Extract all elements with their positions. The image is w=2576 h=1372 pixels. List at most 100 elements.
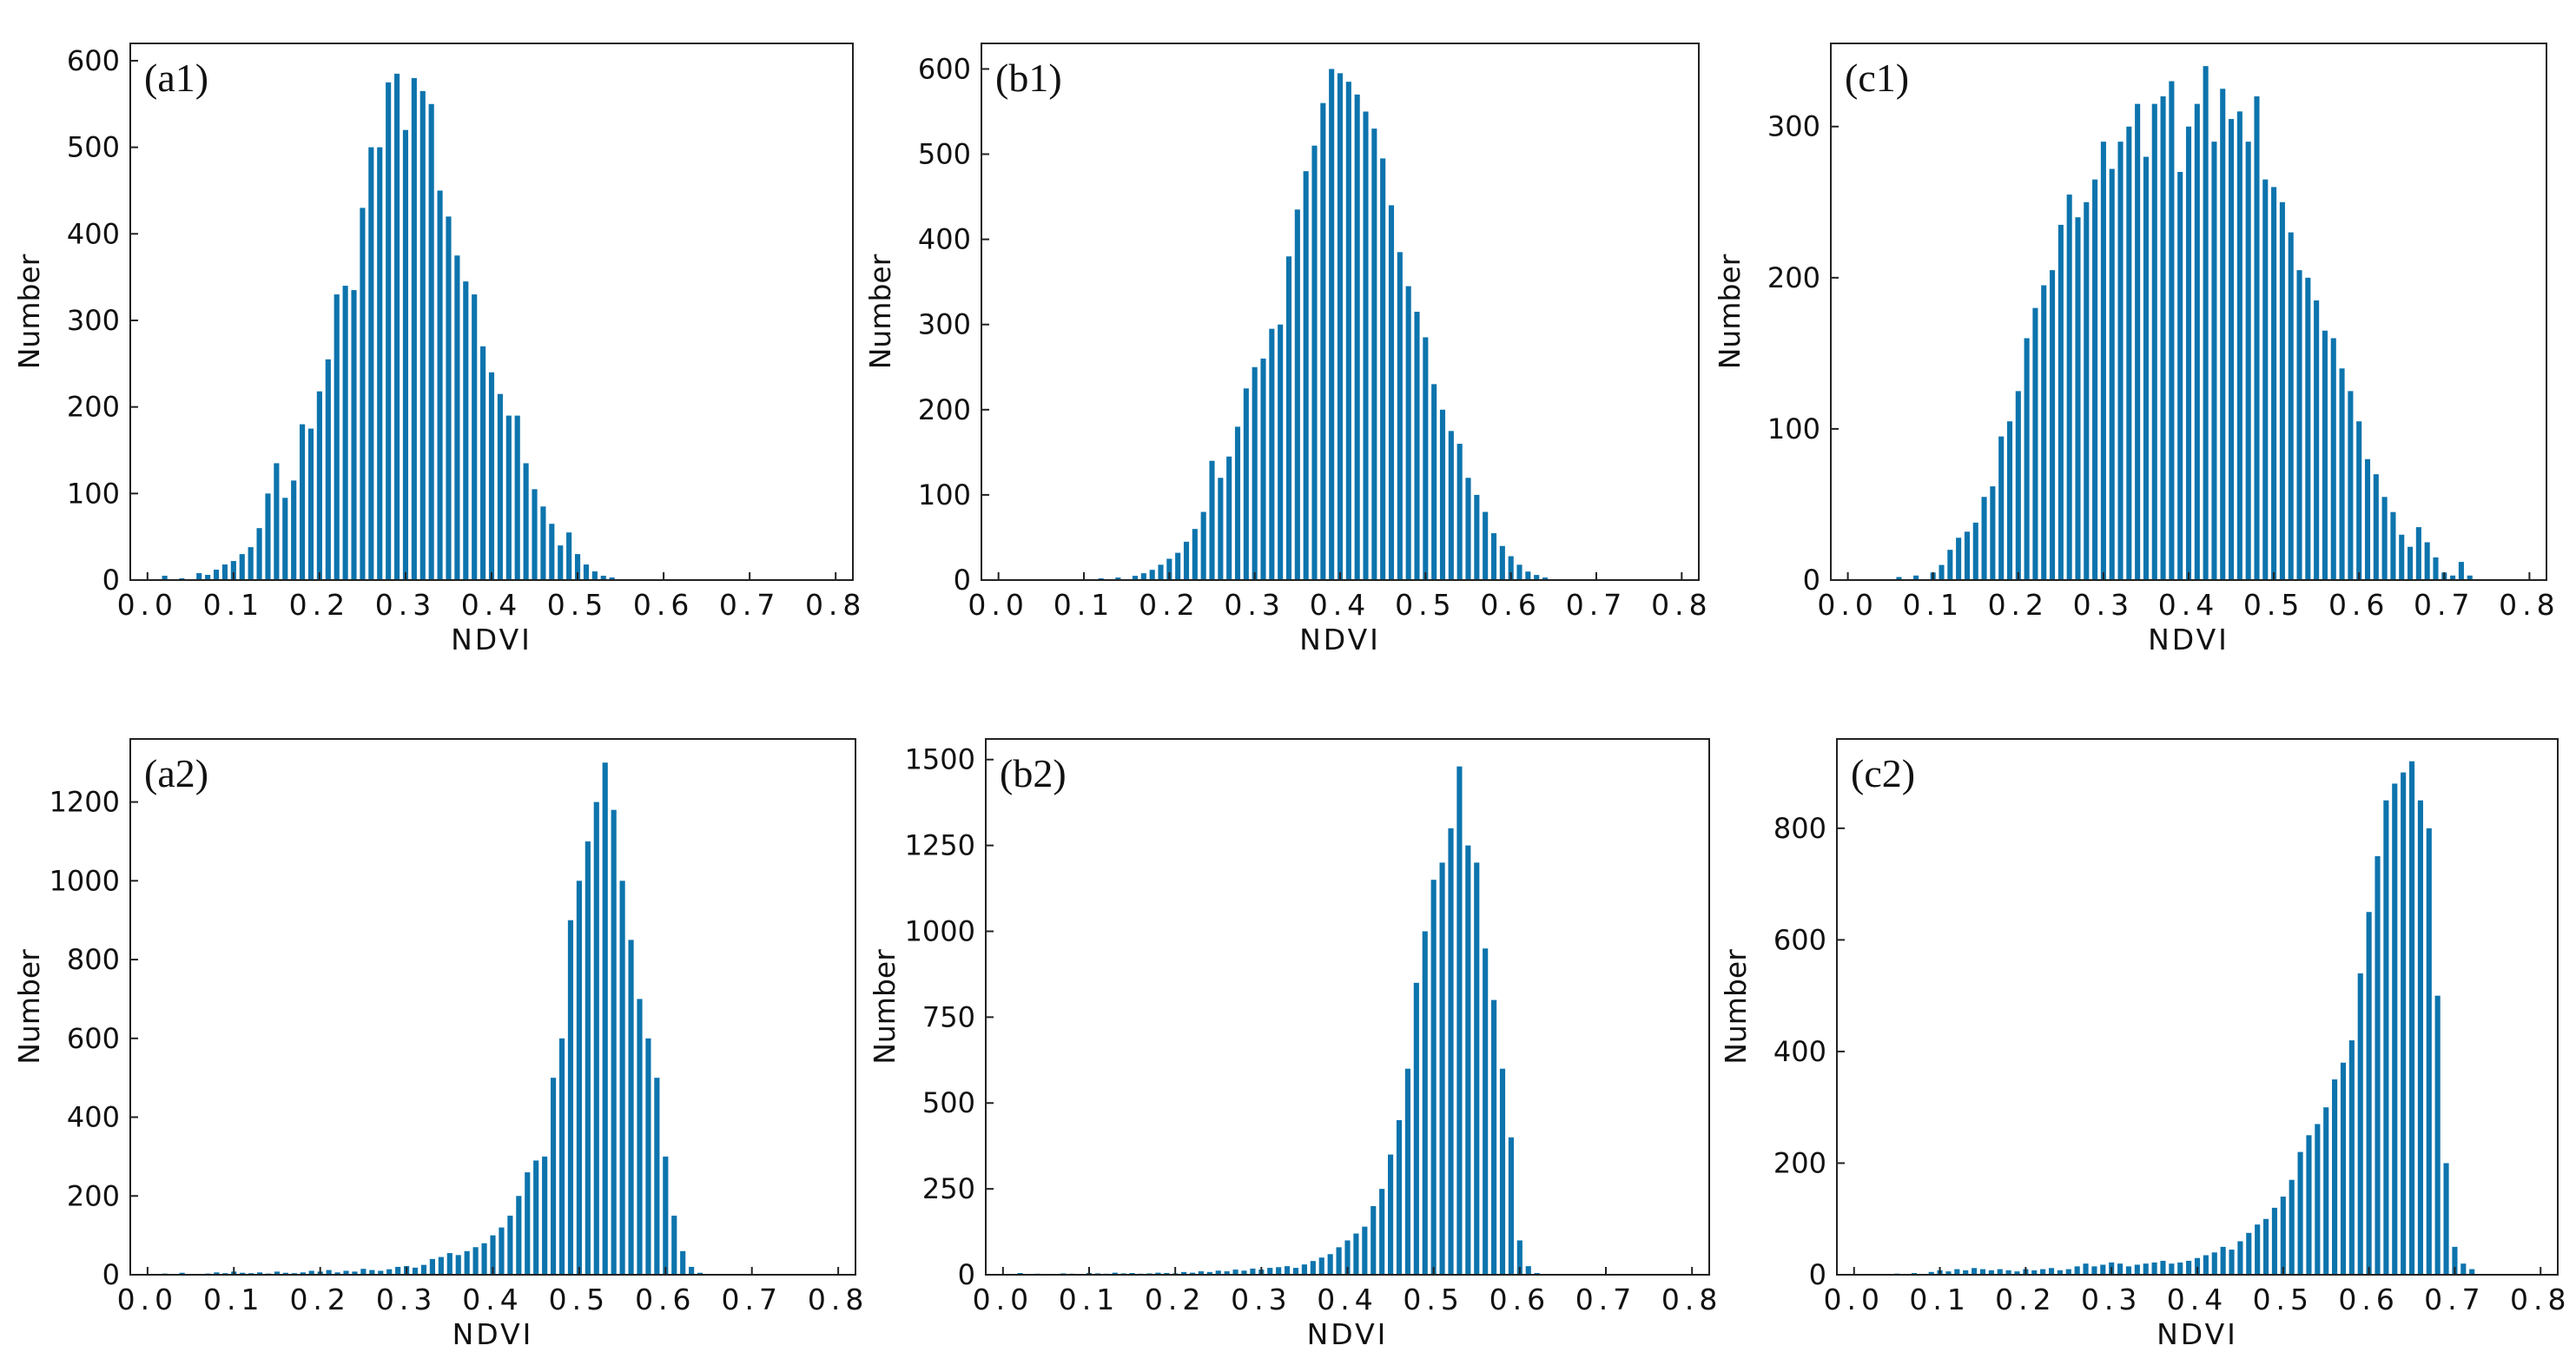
panel-label: (a1) [144, 56, 208, 100]
histogram-bar [551, 1078, 557, 1275]
y-tick-label: 400 [67, 217, 120, 250]
histogram-bar [1276, 1267, 1282, 1275]
histogram-bar [205, 575, 211, 580]
histogram-bar [1226, 456, 1232, 580]
histogram-bar [472, 294, 478, 580]
x-tick-label: 0.6 [2328, 588, 2389, 622]
y-axis-label: Number [863, 254, 897, 369]
histogram-bar [386, 1269, 393, 1275]
histogram-bar [2415, 527, 2421, 580]
histogram-bar [282, 1272, 289, 1275]
histogram-bar [2229, 119, 2235, 581]
histogram-bar [377, 147, 383, 581]
histogram-bar [654, 1078, 660, 1275]
histogram-bar [2203, 66, 2209, 581]
histogram-bar [2356, 421, 2362, 580]
x-tick-label: 0.0 [973, 1283, 1034, 1316]
x-tick-label: 0.7 [1566, 588, 1627, 622]
y-tick-label: 100 [67, 477, 120, 510]
histogram-bar [1388, 1154, 1394, 1275]
x-tick-label: 0.6 [1489, 1283, 1550, 1316]
histogram-bar [1499, 545, 1505, 580]
x-axis-label: NDVI [451, 623, 532, 656]
histogram-bar [196, 573, 202, 580]
histogram-bar [2229, 1250, 2235, 1275]
histogram-bar [1232, 1270, 1238, 1275]
histogram-bar [1431, 384, 1437, 580]
plot-frame [1836, 738, 2559, 1276]
x-tick-label: 0.1 [1054, 588, 1114, 622]
histogram-bar [1285, 256, 1292, 580]
histogram-bar [1405, 286, 1411, 580]
chart-panel-c2: 0.0 0.1 0.2 0.3 0.4 0.5 0.6 0.7 0.8 0 200 400 600 800… [1719, 738, 2566, 1351]
histogram-bar [1542, 577, 1549, 580]
histogram-bar [2169, 81, 2175, 580]
x-tick-label: 0.0 [1817, 588, 1878, 622]
histogram-bar [1155, 1272, 1161, 1275]
histogram-bar [1380, 158, 1386, 580]
histogram-bar [2305, 277, 2311, 580]
y-tick-label: 750 [922, 1000, 975, 1033]
histogram-bar [1303, 171, 1309, 580]
histogram-bar [454, 255, 460, 580]
histogram-bar [2296, 270, 2302, 580]
histogram-bar [645, 1038, 651, 1275]
histogram-bar [1508, 556, 1514, 580]
histogram-bar [2143, 156, 2149, 580]
x-tick-label: 0.4 [2167, 1283, 2228, 1316]
x-tick-label: 0.8 [808, 1283, 869, 1316]
histogram-bar [2091, 1266, 2097, 1275]
x-tick-label: 0.3 [1224, 588, 1285, 622]
histogram-bar [1166, 558, 1172, 580]
histogram-bar [1292, 1268, 1299, 1275]
histogram-bar [1243, 388, 1249, 580]
histogram-bar [583, 564, 590, 580]
y-tick-label: 200 [67, 391, 120, 424]
x-tick-label: 0.2 [1995, 1283, 2056, 1316]
x-tick-label: 0.4 [1310, 588, 1371, 622]
histogram-bar [248, 547, 254, 580]
histogram-bar [2245, 142, 2251, 580]
histogram-bar [1465, 845, 1471, 1275]
x-tick-label: 0.2 [1139, 588, 1199, 622]
x-tick-label: 0.1 [1909, 1283, 1970, 1316]
histogram-bar [411, 77, 417, 581]
histogram-bar [2057, 1270, 2063, 1275]
histogram-bar [2092, 179, 2098, 580]
histogram-bar [2143, 1263, 2149, 1275]
histogram-bar [1363, 111, 1369, 581]
histogram-bar [549, 524, 555, 580]
x-tick-label: 0.1 [1059, 1283, 1120, 1316]
x-tick-label: 0.2 [1145, 1283, 1205, 1316]
plot-frame [985, 738, 1710, 1276]
histogram-bar [2399, 534, 2405, 580]
histogram-bar [1353, 1233, 1359, 1275]
histogram-bar [1379, 1189, 1385, 1275]
y-axis-label: Number [12, 949, 46, 1065]
histogram-bar [2332, 1079, 2338, 1275]
x-tick-label: 0.4 [461, 588, 522, 622]
histogram-bar [429, 1258, 435, 1275]
histogram-bar [2237, 1241, 2243, 1275]
chart-panel-b2: 0.0 0.1 0.2 0.3 0.4 0.5 0.6 0.7 0.8 0 250 500 750 100… [868, 738, 1717, 1351]
histogram-bar [2315, 1124, 2321, 1275]
x-tick-label: 0.4 [1317, 1283, 1377, 1316]
histogram-bar [1344, 1240, 1351, 1275]
histogram-bar [1336, 1247, 1342, 1275]
histogram-bar [2057, 224, 2064, 580]
histogram-bar [2297, 1151, 2303, 1275]
y-tick-label: 100 [918, 478, 971, 511]
histogram-bar [334, 1272, 340, 1275]
histogram-bar [2373, 474, 2379, 580]
x-tick-label: 0.7 [719, 588, 780, 622]
histogram-bar [1215, 1270, 1221, 1275]
histogram-bar [1413, 982, 1419, 1275]
y-tick-label: 100 [1767, 412, 1820, 445]
histogram-bar [2041, 285, 2047, 580]
panel-label: (b2) [1000, 751, 1067, 795]
histogram-bar [1945, 1271, 1952, 1275]
histogram-bar [2364, 458, 2371, 580]
histogram-bar [221, 564, 228, 580]
y-tick-label: 200 [1767, 261, 1820, 294]
histogram-bar [481, 1243, 487, 1275]
